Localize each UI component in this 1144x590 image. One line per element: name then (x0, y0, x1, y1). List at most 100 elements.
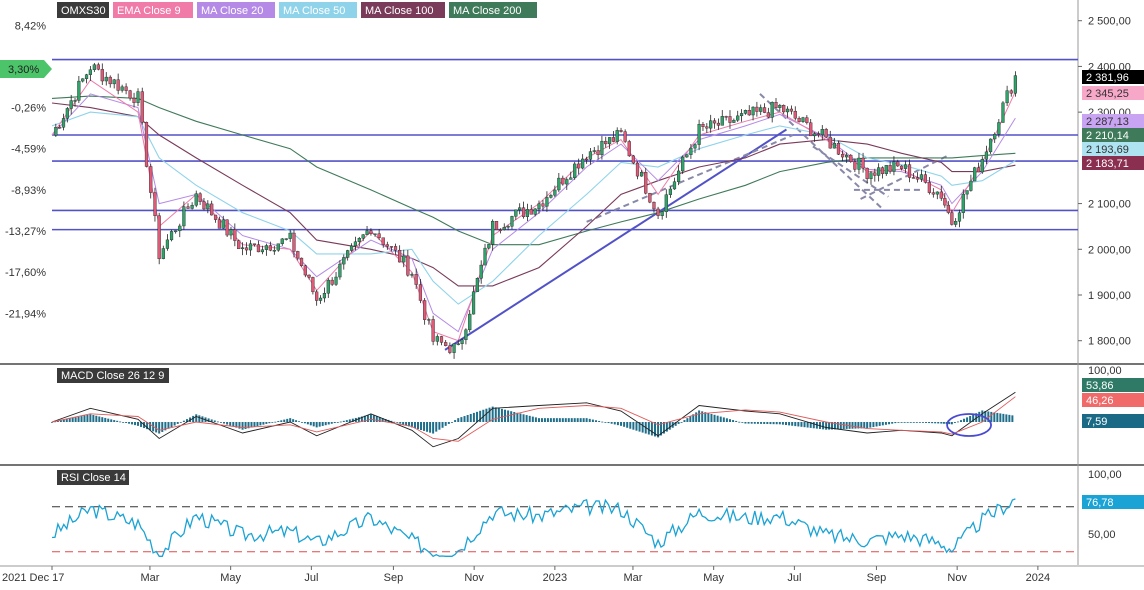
candle-body (518, 207, 522, 211)
macd-histogram-bar (384, 418, 387, 422)
macd-histogram-bar (760, 422, 763, 424)
rsi-badge-text: 76,78 (1086, 497, 1114, 509)
candle-body (820, 129, 824, 135)
macd-histogram-bar (978, 411, 981, 422)
macd-histogram-bar (815, 422, 818, 429)
candle-body (84, 74, 89, 79)
legend-item[interactable] (449, 2, 537, 18)
candle-body (1005, 90, 1009, 104)
macd-histogram-bar (134, 422, 137, 426)
macd-histogram-bar (321, 422, 324, 426)
legend-item[interactable] (361, 2, 445, 18)
left-percent-badge (0, 60, 52, 78)
candle-body (260, 249, 265, 253)
macd-histogram-bar (410, 422, 413, 428)
candle-body (144, 122, 149, 167)
macd-histogram-bar (519, 413, 522, 422)
macd-histogram-bar (472, 412, 475, 422)
macd-histogram-bar (601, 421, 604, 423)
macd-histogram-bar (140, 422, 143, 427)
macd-histogram-bar (268, 422, 271, 424)
candle-body (577, 163, 581, 169)
macd-histogram-bar (219, 422, 222, 423)
candle-body (521, 207, 526, 217)
candle-body (656, 208, 660, 216)
macd-histogram-bar (309, 422, 312, 426)
macd-histogram-bar (182, 420, 185, 422)
candle-body (373, 233, 377, 235)
macd-histogram-bar (62, 419, 65, 422)
macd-histogram-bar (485, 408, 488, 422)
macd-histogram-bar (677, 422, 680, 424)
price-badge-text: 2 287,13 (1086, 116, 1129, 128)
macd-histogram-bar (558, 418, 561, 422)
legend-item[interactable] (113, 2, 193, 18)
macd-histogram-bar (668, 422, 671, 430)
candle-body (252, 243, 257, 245)
candle-body (322, 293, 327, 299)
macd-histogram-bar (312, 422, 315, 427)
candle-body (108, 76, 112, 85)
macd-histogram-bar (507, 410, 510, 422)
candle-body (623, 131, 627, 142)
candle-body (248, 243, 253, 251)
macd-histogram-bar (772, 422, 775, 425)
macd-histogram-bar (351, 418, 354, 422)
candle-body (88, 69, 92, 75)
macd-histogram-bar (763, 422, 766, 424)
macd-histogram-bar (286, 418, 289, 422)
legend-item[interactable] (57, 2, 109, 18)
percent-axis-label: -4,59% (11, 144, 46, 156)
macd-line (51, 391, 1016, 448)
macd-badge (1082, 378, 1144, 392)
candle-body (529, 209, 533, 215)
macd-histogram-bar (881, 422, 884, 426)
candle-body (911, 177, 916, 179)
candle-body (611, 137, 615, 142)
candle-body (498, 229, 502, 231)
candle-body (907, 164, 912, 178)
macd-badge (1082, 393, 1144, 407)
macd-histogram-bar (450, 422, 453, 423)
candle-body (766, 112, 770, 118)
candle-body (816, 133, 821, 135)
macd-histogram-bar (680, 422, 683, 423)
macd-histogram-bar (993, 412, 996, 422)
macd-histogram-bar (476, 411, 479, 422)
macd-histogram-bar (185, 419, 188, 422)
price-badge (1082, 156, 1144, 170)
macd-histogram-bar (707, 413, 710, 422)
legend-item[interactable] (197, 2, 275, 18)
x-axis-label: 2023 (543, 572, 567, 584)
candle-body (793, 110, 797, 119)
macd-histogram-bar (604, 422, 607, 423)
macd-histogram-bar (289, 418, 292, 422)
candle-body (681, 156, 685, 172)
macd-histogram-bar (900, 422, 903, 423)
macd-histogram-bar (653, 422, 656, 437)
macd-histogram-bar (800, 422, 803, 427)
macd-histogram-bar (851, 422, 854, 429)
macd-histogram-bar (303, 422, 306, 424)
x-axis-label: Nov (947, 572, 967, 584)
macd-histogram-bar (80, 416, 83, 422)
macd-histogram-bar (704, 412, 707, 422)
macd-histogram-bar (402, 422, 405, 425)
candle-body (778, 105, 782, 108)
candle-body (751, 106, 755, 116)
candle-body (604, 140, 608, 145)
macd-histogram-bar (540, 418, 543, 422)
macd-histogram-bar (598, 420, 601, 422)
macd-histogram-bar (149, 422, 152, 431)
candle-body (946, 204, 950, 213)
candle-body (464, 329, 468, 341)
candle-body (165, 239, 170, 249)
candle-body (812, 133, 817, 137)
macd-histogram-bar (585, 418, 588, 422)
macd-histogram-bar (686, 418, 689, 422)
macd-histogram-bar (408, 422, 411, 427)
legend-item[interactable] (279, 2, 357, 18)
macd-histogram-bar (122, 422, 125, 423)
macd-histogram-bar (741, 422, 744, 423)
